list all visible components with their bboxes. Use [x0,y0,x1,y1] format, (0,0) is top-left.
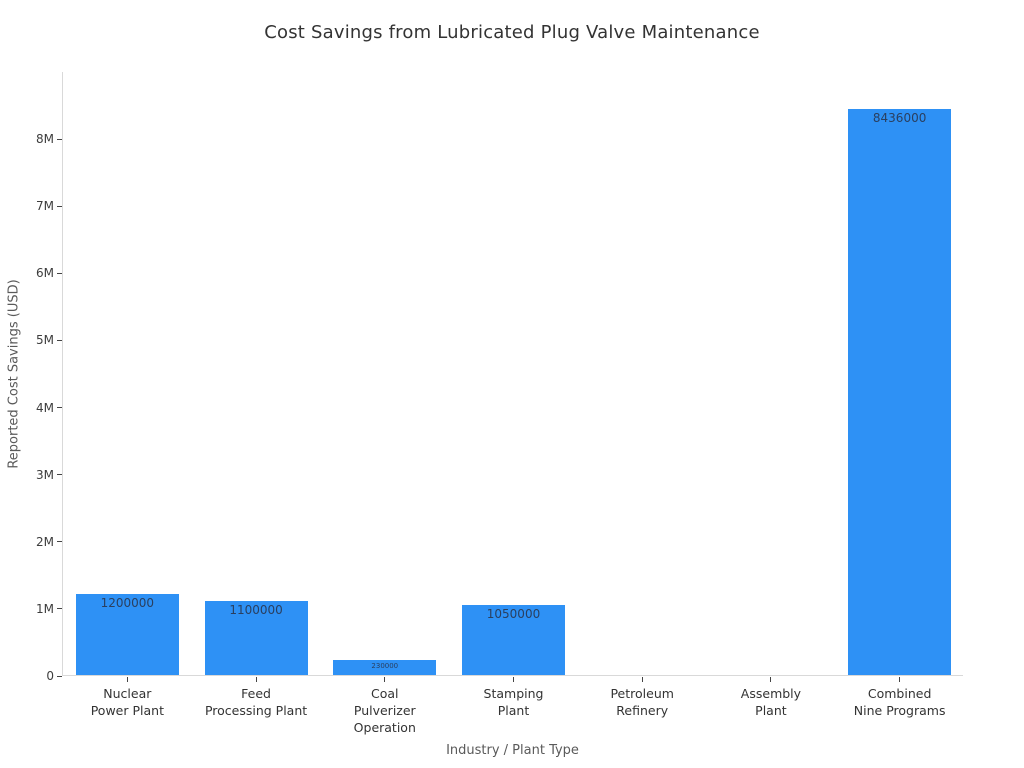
y-tick-mark [57,675,62,677]
x-tick-label: Combined Nine Programs [853,686,946,718]
x-axis-title: Industry / Plant Type [446,743,579,758]
x-tick-label: Assembly Plant [740,686,802,718]
x-tick-mark [255,677,257,682]
y-tick-label: 0 [46,669,54,683]
x-tick-label: Feed Processing Plant [204,686,308,718]
x-tick-label: Petroleum Refinery [610,686,674,718]
bar-value-label: 1200000 [100,596,155,611]
chart-title: Cost Savings from Lubricated Plug Valve … [264,22,760,43]
y-tick-mark [57,205,62,207]
y-tick-mark [57,272,62,274]
y-tick-label: 8M [36,132,54,147]
bar-value-label: 230000 [371,661,399,670]
bar: 1100000 [204,601,308,675]
bar: 1050000 [462,604,565,675]
y-tick-mark [57,407,62,409]
x-tick-label: Nuclear Power Plant [90,686,164,718]
y-tick-label: 7M [36,199,54,214]
bar-value-label: 1100000 [229,603,283,618]
y-tick-mark [57,541,62,543]
bar: 8436000 [848,108,952,675]
x-tick-label: Stamping Plant [483,686,544,718]
y-tick-label: 3M [36,467,54,482]
x-tick-mark [770,677,772,682]
y-tick-label: 2M [36,534,54,549]
y-tick-label: 6M [36,266,54,281]
y-tick-label: 5M [36,333,54,348]
x-tick-mark [513,677,514,682]
plot-area: 0 1M 2M 3M 4M 5M 6M 7M 8M 1200000 Nuclear Power Pla… [36,72,963,735]
x-tick-label: Coal Pulverizer Operation [353,686,416,735]
bar-value-label: 1050000 [486,606,541,621]
y-tick-mark [57,339,62,341]
x-tick-mark [384,677,386,682]
y-axis-title: Reported Cost Savings (USD) [6,279,22,469]
y-tick-label: 4M [36,400,54,415]
x-tick-mark [126,677,128,682]
x-tick-mark [641,677,643,682]
bar: 1200000 [75,594,179,675]
x-tick-mark [899,677,901,682]
bar-value-label: 8436000 [872,110,927,125]
y-tick-mark [57,474,62,476]
y-tick-label: 1M [36,601,54,616]
y-tick-mark [57,138,62,140]
y-tick-mark [57,608,62,610]
bar: 230000 [333,659,437,675]
